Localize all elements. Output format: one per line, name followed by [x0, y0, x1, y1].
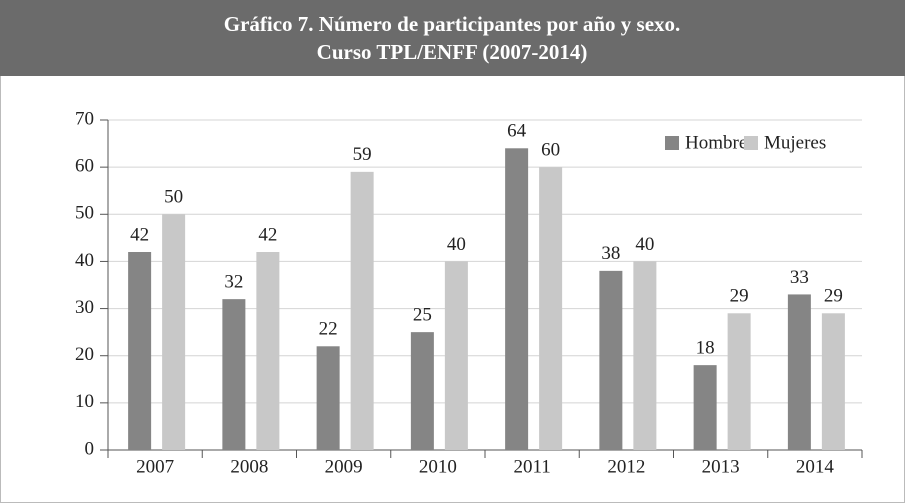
- x-tick-label: 2010: [419, 456, 457, 477]
- legend-swatch: [665, 136, 679, 150]
- bar: [633, 261, 657, 450]
- bar: [727, 313, 751, 450]
- bar: [693, 365, 717, 450]
- value-label: 25: [413, 305, 432, 326]
- x-tick-label: 2008: [230, 456, 268, 477]
- value-label: 59: [353, 144, 372, 165]
- bar: [222, 299, 246, 450]
- bar: [787, 294, 811, 450]
- x-tick-label: 2009: [325, 456, 363, 477]
- x-tick-label: 2014: [796, 456, 835, 477]
- value-label: 64: [507, 121, 527, 142]
- value-label: 29: [730, 286, 749, 307]
- bar: [350, 171, 374, 450]
- legend-label: Mujeres: [764, 132, 826, 153]
- value-label: 33: [790, 267, 809, 288]
- header-bar: [0, 0, 905, 76]
- bar: [821, 313, 845, 450]
- value-label: 40: [635, 234, 654, 255]
- y-tick-label: 50: [75, 203, 94, 224]
- y-tick-label: 60: [75, 156, 94, 177]
- bar: [505, 148, 529, 451]
- value-label: 40: [447, 234, 466, 255]
- value-label: 32: [224, 272, 243, 293]
- value-label: 38: [601, 243, 620, 264]
- y-tick-label: 0: [85, 438, 95, 459]
- x-tick-label: 2011: [513, 456, 550, 477]
- bar: [128, 252, 152, 450]
- bar: [444, 261, 468, 450]
- y-tick-label: 70: [75, 108, 94, 129]
- chart-subtitle: Curso TPL/ENFF (2007-2014): [317, 40, 588, 64]
- bar: [316, 346, 340, 450]
- bar: [539, 167, 563, 450]
- bar: [162, 214, 186, 450]
- bar: [256, 252, 280, 450]
- chart-title: Gráfico 7. Número de participantes por a…: [224, 12, 681, 36]
- value-label: 50: [164, 187, 183, 208]
- x-tick-label: 2013: [702, 456, 740, 477]
- legend-swatch: [744, 136, 758, 150]
- x-tick-label: 2012: [607, 456, 645, 477]
- value-label: 29: [824, 286, 843, 307]
- y-tick-label: 30: [75, 297, 94, 318]
- y-tick-label: 10: [75, 391, 94, 412]
- y-tick-label: 40: [75, 250, 94, 271]
- legend-label: Hombres: [685, 132, 755, 153]
- bar: [410, 332, 434, 450]
- value-label: 18: [696, 338, 715, 359]
- value-label: 42: [258, 224, 277, 245]
- y-tick-label: 20: [75, 344, 94, 365]
- value-label: 60: [541, 140, 560, 161]
- value-label: 22: [319, 319, 338, 340]
- bar: [599, 270, 623, 450]
- value-label: 42: [130, 224, 149, 245]
- x-tick-label: 2007: [136, 456, 174, 477]
